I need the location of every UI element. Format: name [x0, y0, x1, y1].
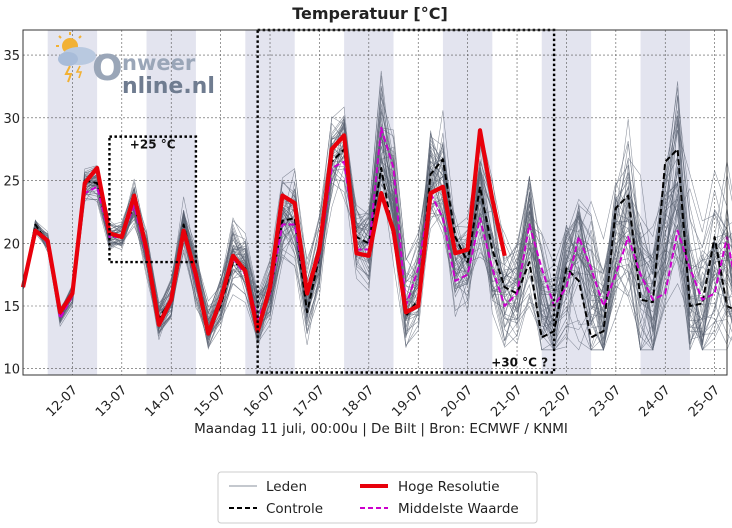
- legend-label-leden: Leden: [266, 479, 307, 495]
- legend-label-middelste-waarde: Middelste Waarde: [398, 501, 519, 517]
- axes: [22, 29, 728, 376]
- annotation-label: +30 °C ?: [491, 355, 548, 369]
- legend-box: [217, 471, 538, 524]
- sun-cloud-lightning-icon: [56, 32, 96, 83]
- legend: Leden Hoge Resolutie Controle Middelste …: [217, 471, 538, 524]
- legend-label-hoge-resolutie: Hoge Resolutie: [398, 479, 500, 495]
- chart-title: Temperatuur [°C]: [292, 4, 448, 23]
- series-hoge-resolutie: [20, 128, 507, 336]
- legend-label-controle: Controle: [266, 501, 323, 517]
- x-tick-label: 25-07: [686, 383, 723, 420]
- x-tick-label: 24-07: [636, 383, 673, 420]
- y-tick-label: 20: [3, 237, 20, 252]
- y-tick-label: 30: [3, 112, 20, 127]
- member-line: [22, 137, 732, 345]
- x-tick-label: 18-07: [340, 383, 377, 420]
- annotation-box: [108, 135, 198, 264]
- x-tick-label: 16-07: [241, 383, 278, 420]
- logo-text-top: nweer: [122, 51, 196, 75]
- x-tick-label: 12-07: [44, 383, 81, 420]
- x-tick-label: 13-07: [93, 383, 130, 420]
- x-tick-label: 17-07: [291, 383, 328, 420]
- member-line: [22, 87, 732, 351]
- logo-text-bottom: nline.nl: [122, 74, 215, 99]
- series-controle: [22, 148, 732, 339]
- y-tick-label: 35: [3, 49, 20, 64]
- x-tick-label: 14-07: [142, 383, 179, 420]
- plot-frame: [22, 29, 728, 376]
- series-lines: [20, 126, 732, 339]
- x-tick-label: 21-07: [488, 383, 525, 420]
- x-tick-label: 23-07: [587, 383, 624, 420]
- member-line: [22, 96, 732, 350]
- annotation-box: [256, 28, 556, 374]
- y-tick-label: 10: [3, 363, 20, 378]
- annotation-label: +25 °C: [130, 138, 176, 152]
- y-tick-label: 25: [3, 175, 20, 190]
- x-tick-label: 15-07: [192, 383, 229, 420]
- x-tick-label: 20-07: [439, 383, 476, 420]
- x-tick-label: 19-07: [389, 383, 426, 420]
- logo-letter-o: O: [92, 48, 123, 89]
- x-tick-label: 22-07: [538, 383, 575, 420]
- x-axis-label: Maandag 11 juli, 00:00u | De Bilt | Bron…: [194, 421, 568, 437]
- annotation-boxes: +25 °C +30 °C ?: [108, 28, 556, 374]
- y-tick-label: 15: [3, 300, 20, 315]
- onweer-online-logo: O nweer nline.nl: [56, 32, 215, 99]
